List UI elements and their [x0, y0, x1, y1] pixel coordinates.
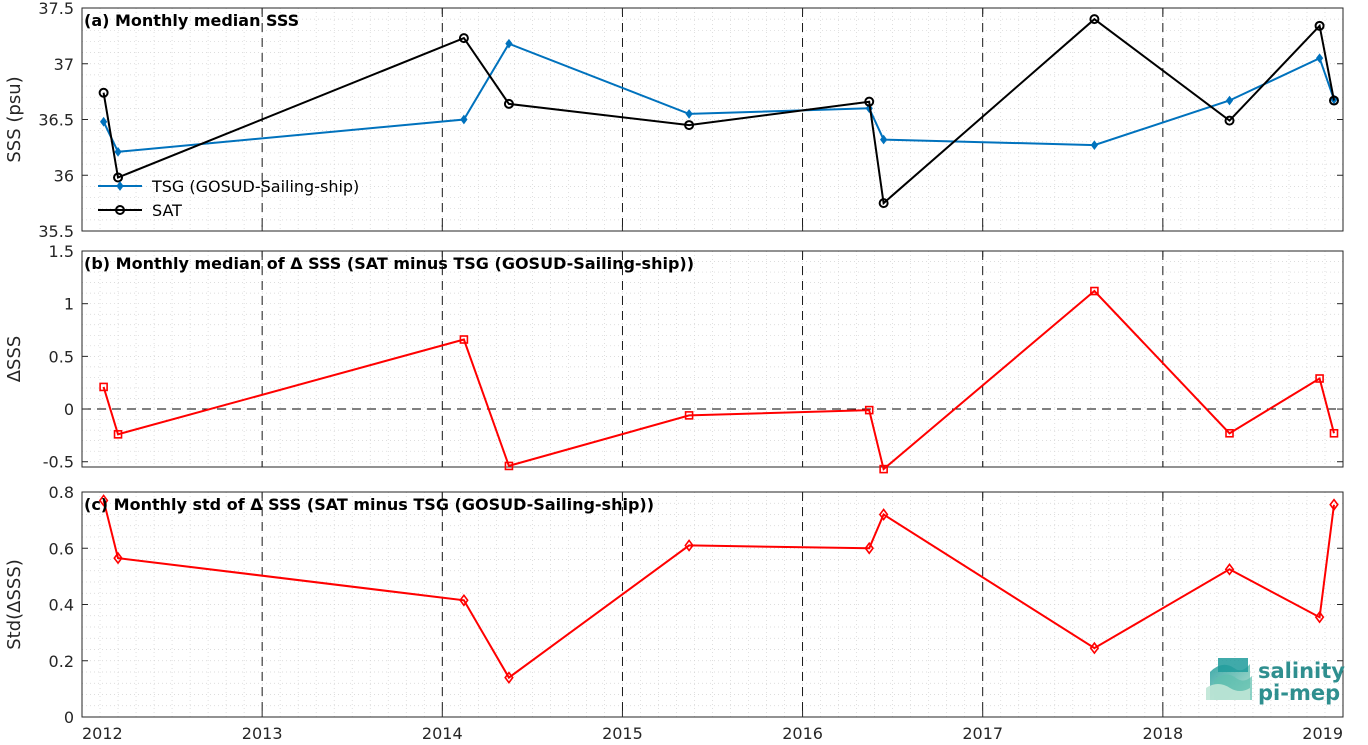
panel-a: 35.5 36 36.5 37 37.5 SSS (psu) (a) Monthly med… — [4, 0, 1344, 241]
panel-title: (c) Monthly std of Δ SSS (SAT minus TSG … — [84, 495, 654, 514]
wave-logo-icon — [1206, 658, 1252, 700]
data-point — [114, 147, 122, 157]
data-point — [864, 96, 875, 107]
y-tick-label: 0 — [64, 708, 74, 727]
data-point — [113, 430, 123, 439]
y-tick-label: 0.5 — [49, 347, 74, 366]
x-tick-label: 2013 — [242, 724, 283, 743]
y-tick-label: 36.5 — [38, 111, 74, 130]
panel-b: -0.5 0 0.5 1 1.5 ΔSSS (b) Monthly median of Δ … — [4, 242, 1344, 474]
data-point — [1328, 95, 1339, 106]
data-point — [1314, 610, 1325, 624]
y-tick-label: 37.5 — [38, 0, 74, 18]
panel-c: 0 0.2 0.4 0.6 0.8 2012 2013 2014 2015 2016 2017 201… — [4, 483, 1344, 743]
data-point — [864, 541, 874, 555]
data-point — [878, 508, 889, 521]
data-point — [99, 116, 108, 127]
data-point — [113, 551, 123, 565]
y-tick-label: -0.5 — [43, 453, 74, 472]
logo-line-1: salinity — [1258, 659, 1345, 683]
data-point — [684, 411, 694, 420]
data-point — [98, 494, 109, 507]
y-axis-label: Std(ΔSSS) — [4, 559, 25, 650]
data-point — [1089, 641, 1100, 655]
x-tick-label: 2019 — [1302, 724, 1343, 743]
y-tick-label: 1 — [64, 295, 74, 314]
x-tick-label: 2017 — [962, 724, 1003, 743]
y-tick-label: 0.4 — [49, 596, 74, 615]
data-point — [1315, 374, 1324, 383]
data-point — [880, 134, 888, 145]
data-point — [504, 671, 514, 684]
legend-entry: SAT — [152, 201, 182, 220]
plot-area — [82, 8, 1343, 231]
y-tick-label: 0.2 — [49, 652, 74, 671]
legend-entry: TSG (GOSUD-Sailing-ship) — [151, 177, 359, 196]
data-point — [1315, 53, 1324, 64]
data-point — [113, 172, 124, 183]
y-axis-label: SSS (psu) — [4, 76, 25, 162]
data-point — [505, 38, 513, 49]
panel-title: (a) Monthly median SSS — [84, 11, 299, 30]
data-point — [1224, 115, 1235, 126]
ticks: 0 0.2 0.4 0.6 0.8 2012 2013 2014 2015 2016 2017 201… — [49, 483, 1344, 743]
series-line — [102, 289, 1335, 471]
x-tick-label: 2016 — [782, 724, 823, 743]
x-tick-label: 2014 — [422, 724, 463, 743]
data-point — [1314, 20, 1325, 31]
logo: salinity pi-mep — [1206, 658, 1345, 705]
logo-line-2: pi-mep — [1258, 681, 1340, 705]
y-tick-label: 1.5 — [49, 242, 74, 261]
legend-marker — [116, 181, 124, 191]
data-point — [1225, 428, 1234, 438]
y-tick-label: 36 — [54, 166, 74, 185]
y-tick-label: 0 — [64, 400, 74, 419]
grid — [82, 250, 1343, 467]
data-point — [460, 114, 468, 125]
data-point — [459, 335, 469, 344]
data-point — [503, 98, 514, 109]
grid — [82, 7, 1343, 232]
series-2 — [98, 14, 1339, 209]
data-point — [879, 464, 888, 474]
data-point — [878, 198, 889, 209]
x-tick-label: 2012 — [82, 724, 123, 743]
data-point — [1225, 95, 1234, 106]
data-point — [864, 405, 874, 415]
y-tick-label: 0.6 — [49, 539, 74, 558]
panel-title: (b) Monthly median of Δ SSS (SAT minus T… — [84, 254, 694, 273]
y-tick-label: 37 — [54, 55, 74, 74]
x-tick-label: 2018 — [1142, 724, 1183, 743]
series-1 — [99, 286, 1339, 474]
axes-box — [81, 250, 1344, 468]
data-point — [1329, 428, 1339, 438]
y-axis-label: ΔSSS — [4, 336, 25, 383]
series-line — [102, 500, 1335, 680]
ticks: -0.5 0 0.5 1 1.5 — [43, 242, 1344, 472]
legend-marker — [115, 205, 125, 215]
data-point — [504, 461, 514, 471]
data-point — [458, 33, 469, 44]
data-point — [459, 593, 469, 607]
y-tick-label: 35.5 — [38, 222, 74, 241]
series-line — [102, 17, 1335, 206]
data-point — [1090, 286, 1099, 296]
legend: TSG (GOSUD-Sailing-ship) SAT — [98, 177, 359, 220]
x-tick-label: 2015 — [602, 724, 643, 743]
grid — [82, 491, 1343, 718]
data-point — [1090, 140, 1099, 150]
ticks: 35.5 36 36.5 37 37.5 — [38, 0, 1344, 241]
series-1 — [98, 494, 1339, 684]
data-point — [684, 120, 695, 131]
data-point — [1224, 563, 1235, 576]
data-point — [99, 382, 108, 392]
data-point — [1089, 14, 1100, 25]
y-tick-label: 0.8 — [49, 483, 74, 502]
data-point — [98, 87, 109, 98]
data-point — [685, 109, 693, 119]
data-point — [1329, 498, 1339, 511]
data-point — [684, 539, 694, 552]
